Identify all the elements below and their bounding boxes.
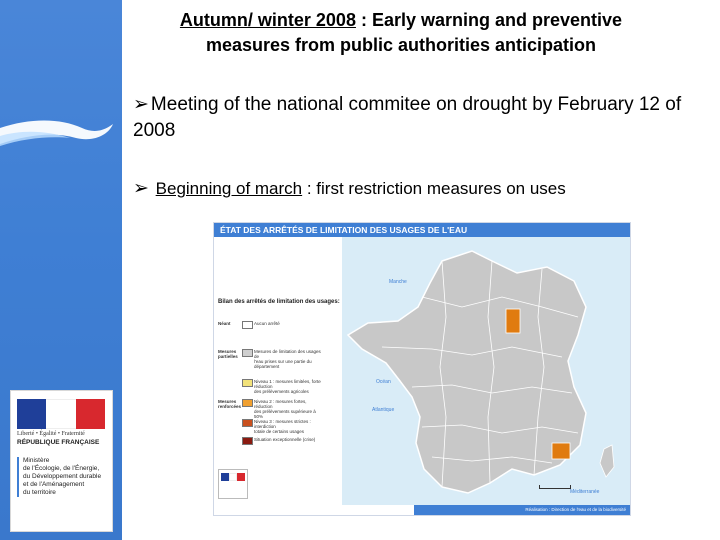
map-scale-bar <box>539 485 571 489</box>
legend-item: Néant Aucun arrêté <box>218 321 328 331</box>
flag-white <box>46 399 76 429</box>
wave-logo-icon <box>0 120 113 146</box>
map-footer: Réalisation : Direction de l'eau et de l… <box>414 505 630 515</box>
legend-text: Aucun arrêté <box>254 321 280 326</box>
bullet-1: ➢ Meeting of the national commitee on dro… <box>133 92 713 144</box>
bullet-2-rest: : first restriction measures on uses <box>302 179 566 198</box>
small-logo-white <box>229 473 237 481</box>
title-line2: measures from public authorities anticip… <box>205 35 597 55</box>
sidebar-band: Liberté • Égalité • Fraternité RÉPUBLIQU… <box>0 0 122 540</box>
logo-ministry: Ministère de l'Écologie, de l'Énergie, d… <box>17 457 113 497</box>
flag-blue <box>17 399 47 429</box>
map-legend-title: Bilan des arrêtés de limitation des usag… <box>218 299 340 305</box>
sea-label: Atlantique <box>372 407 395 413</box>
slide-title: Autumn/ winter 2008 : Early warning and … <box>126 8 676 58</box>
map-ministry-logo-icon <box>218 469 248 499</box>
legend-item: Mesures partielles Mesures de limitation… <box>218 349 328 369</box>
map-highlight-region <box>505 308 521 334</box>
france-map-icon <box>346 250 615 494</box>
title-rest: : Early warning and preventive <box>355 10 623 30</box>
legend-swatch <box>242 419 253 427</box>
legend-text: Niveau 2 : mesures fortes, réduction des… <box>254 399 316 419</box>
marianne-flag-icon <box>17 399 105 429</box>
drought-map-image: ÉTAT DES ARRÊTÉS DE LIMITATION DES USAGE… <box>213 222 631 516</box>
legend-item: Mesures renforcées Niveau 2 : mesures fo… <box>218 399 328 419</box>
legend-swatch <box>242 349 253 357</box>
bullet-2-underlined: Beginning of march <box>155 179 303 198</box>
logo-motto: Liberté • Égalité • Fraternité <box>17 431 85 437</box>
legend-text: Mesures de limitation des usages de l'ea… <box>254 349 321 369</box>
legend-category: Néant <box>218 321 231 326</box>
map-highlight-region <box>551 442 571 460</box>
legend-swatch <box>242 399 253 407</box>
legend-text: Niveau 3 : mesures strictes : interdicti… <box>254 419 311 434</box>
legend-item: Situation exceptionnelle (crise) <box>218 437 328 447</box>
bullet-2: ➢ Beginning of march : first restriction… <box>133 176 566 202</box>
legend-swatch <box>242 379 253 387</box>
legend-item: Niveau 3 : mesures strictes : interdicti… <box>218 419 328 434</box>
ministry-logo: Liberté • Égalité • Fraternité RÉPUBLIQU… <box>10 390 113 532</box>
flag-red <box>75 399 105 429</box>
title-underlined: Autumn/ winter 2008 <box>179 10 356 30</box>
map-header: ÉTAT DES ARRÊTÉS DE LIMITATION DES USAGE… <box>214 223 630 237</box>
sea-label: Océan <box>376 379 391 385</box>
legend-category: Mesures renforcées <box>218 399 242 409</box>
legend-category: Mesures partielles <box>218 349 238 359</box>
sea-label: Méditerranée <box>570 489 600 495</box>
sea-label: Manche <box>389 279 407 285</box>
logo-republic: RÉPUBLIQUE FRANÇAISE <box>17 439 100 446</box>
legend-text: Niveau 1 : mesures limitées, forte réduc… <box>254 379 321 394</box>
bullet-1-text: Meeting of the national commitee on drou… <box>133 94 682 141</box>
arrow-bullet-icon: ➢ <box>133 94 149 115</box>
legend-swatch <box>242 437 253 445</box>
arrow-bullet-icon: ➢ <box>133 178 149 199</box>
small-logo-blue <box>221 473 229 481</box>
legend-item: Niveau 1 : mesures limitées, forte réduc… <box>218 379 328 394</box>
legend-swatch <box>242 321 253 329</box>
small-logo-red <box>237 473 245 481</box>
legend-text: Situation exceptionnelle (crise) <box>254 437 316 442</box>
